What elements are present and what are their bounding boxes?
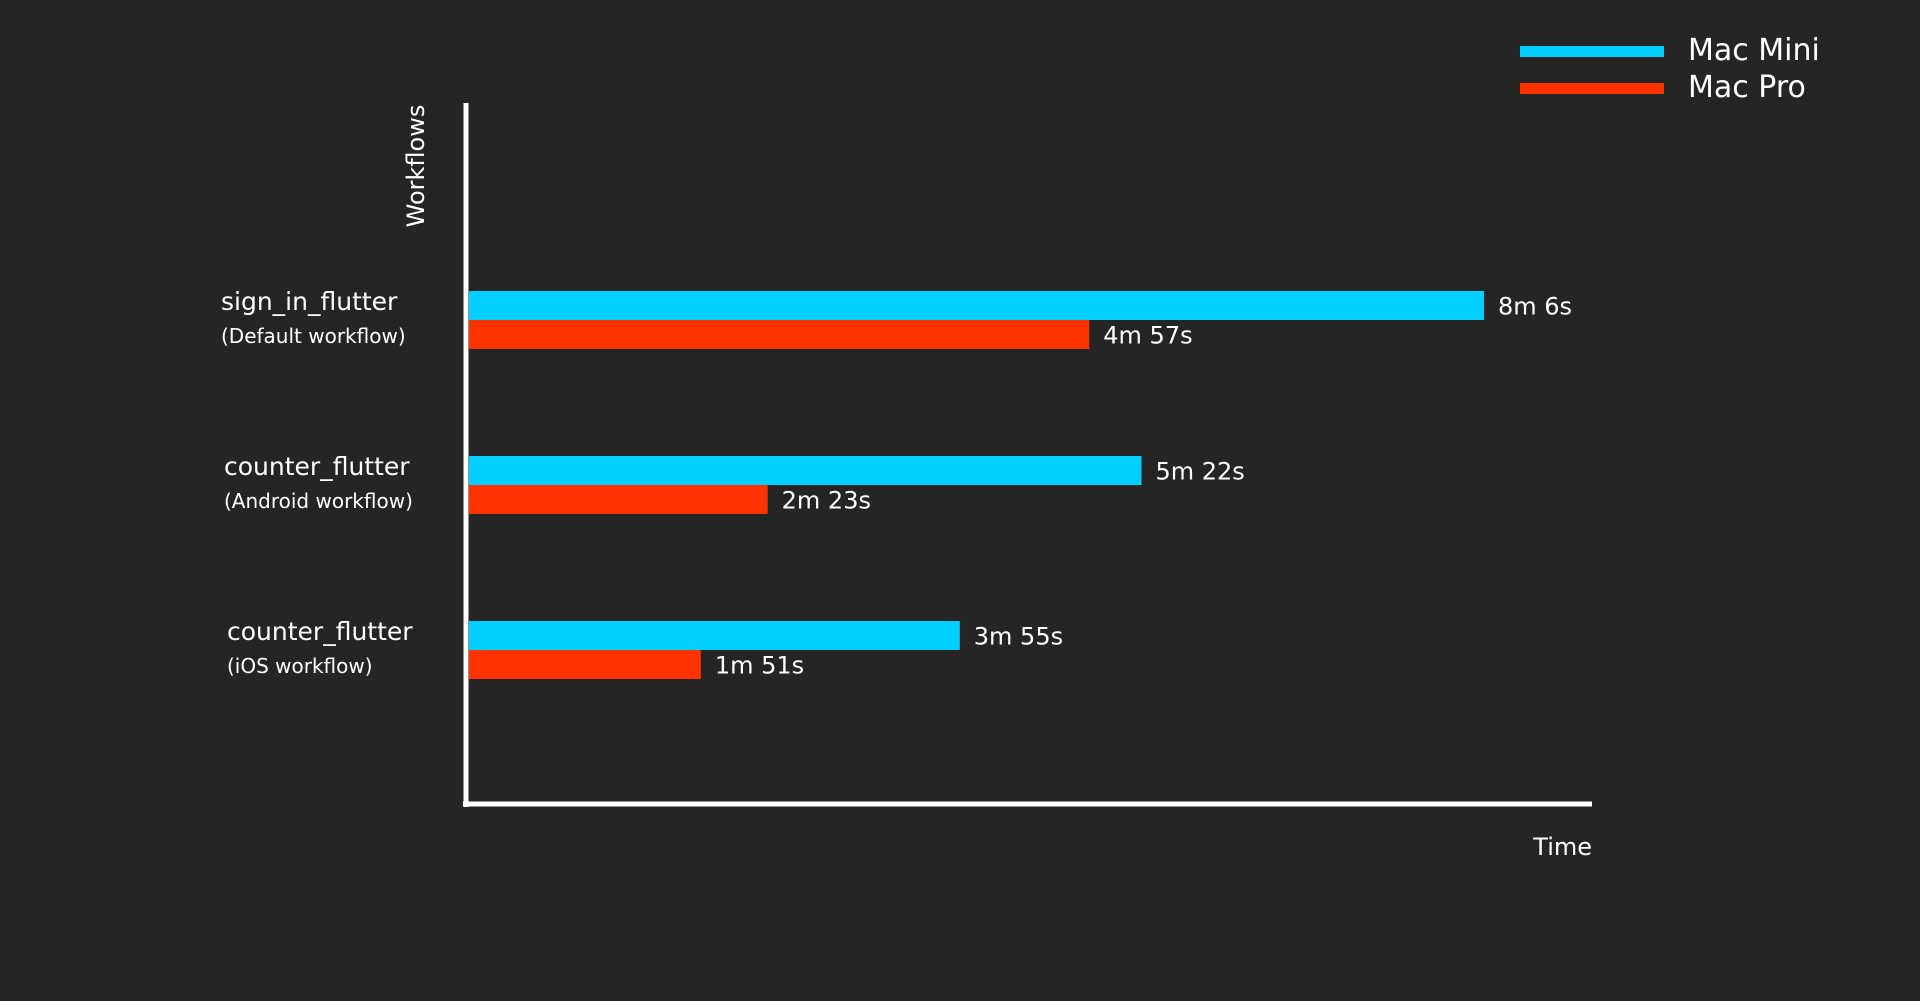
data-label-mac-mini: 3m 55s — [974, 623, 1063, 651]
data-label-mac-pro: 4m 57s — [1103, 322, 1192, 350]
bars — [469, 291, 1484, 679]
category-sublabel: (Default workflow) — [221, 324, 406, 348]
category-sublabel: (iOS workflow) — [227, 654, 373, 678]
bar-mac-pro — [469, 320, 1090, 349]
bar-mac-mini — [469, 621, 960, 650]
legend-swatch-mac-mini — [1520, 46, 1664, 57]
bar-mac-mini — [469, 456, 1142, 485]
data-label-mac-mini: 8m 6s — [1498, 293, 1572, 321]
bar-mac-pro — [469, 650, 701, 679]
category-label: counter_flutter — [224, 452, 410, 481]
x-axis-title: Time — [1532, 833, 1592, 861]
y-axis-title: Workflows — [402, 105, 430, 228]
category-label: sign_in_flutter — [221, 287, 398, 316]
data-label-mac-mini: 5m 22s — [1155, 458, 1244, 486]
bar-mac-mini — [469, 291, 1484, 320]
legend: Mac Mini Mac Pro — [1520, 33, 1820, 105]
category-label: counter_flutter — [227, 617, 413, 646]
bar-mac-pro — [469, 485, 768, 514]
legend-label-mac-pro: Mac Pro — [1688, 70, 1806, 105]
category-sublabel: (Android workflow) — [224, 489, 413, 513]
legend-swatch-mac-pro — [1520, 83, 1664, 94]
data-labels: 8m 6s 4m 57s 5m 22s 2m 23s 3m 55s 1m 51s — [715, 293, 1572, 680]
data-label-mac-pro: 1m 51s — [715, 652, 804, 680]
data-label-mac-pro: 2m 23s — [782, 487, 871, 515]
legend-label-mac-mini: Mac Mini — [1688, 33, 1820, 68]
